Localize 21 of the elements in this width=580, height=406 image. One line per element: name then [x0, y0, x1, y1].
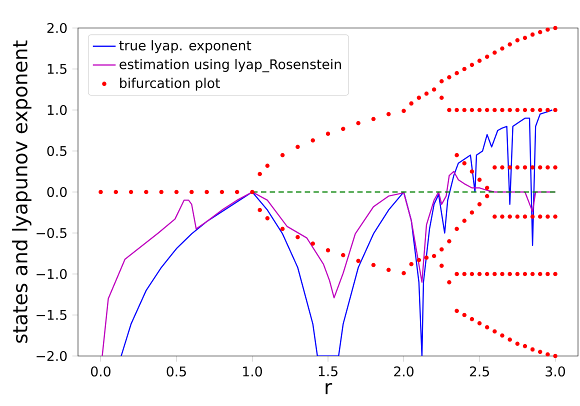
- y-tick-label: −0.5: [36, 228, 66, 238]
- legend-label: true lyap. exponent: [119, 40, 252, 54]
- y-axis-title: states and lyapunov exponent: [12, 40, 32, 343]
- y-tick-label: 0.0: [47, 186, 67, 198]
- x-tick-label: 2.0: [394, 366, 414, 376]
- x-tick-label: 3.0: [546, 366, 566, 376]
- x-tick-label: 1.5: [318, 366, 338, 376]
- y-tick-label: −1.0: [36, 268, 67, 280]
- y-tick-label: −2.0: [36, 350, 67, 362]
- x-tick-label: 0.5: [166, 366, 186, 376]
- x-tick-label: 1.0: [243, 366, 262, 376]
- y-tick-label: −1.5: [36, 310, 66, 320]
- legend-label: bifurcation plot: [120, 78, 220, 91]
- y-tick-label: 1.5: [48, 64, 66, 74]
- legend-label: estimation using lyap_Rosenstein: [120, 58, 341, 72]
- y-tick-label: 1.0: [48, 104, 67, 116]
- x-tick-label: 0.0: [91, 366, 110, 376]
- x-axis-title: r: [326, 382, 332, 394]
- y-tick-label: 2.0: [47, 22, 67, 34]
- y-tick-label: 0.5: [47, 146, 66, 156]
- x-tick-label: 2.5: [470, 366, 489, 376]
